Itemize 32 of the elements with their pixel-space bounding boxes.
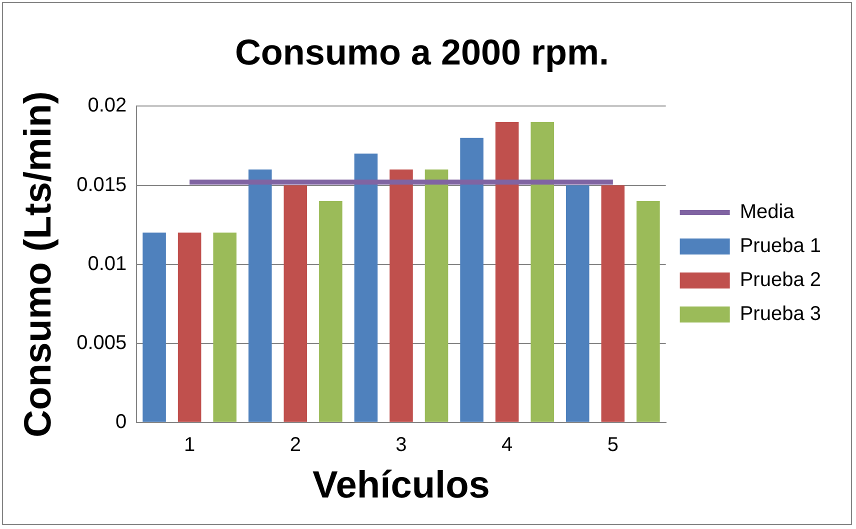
x-tick-label: 1 [184, 434, 196, 456]
y-tick-label: 0.005 [76, 332, 127, 354]
bar [284, 185, 308, 422]
y-tick-label: 0 [116, 410, 127, 433]
chart-title: Consumo a 2000 rpm. [234, 32, 610, 73]
x-tick-label: 2 [290, 434, 301, 456]
y-tick-label: 0.01 [88, 252, 127, 275]
bar [424, 169, 448, 422]
bar [142, 232, 166, 422]
x-axis-title: Vehículos [312, 464, 490, 507]
bar [248, 169, 272, 422]
bar [601, 185, 625, 422]
bar [390, 169, 413, 422]
legend-label: Prueba 2 [740, 269, 821, 292]
bar [354, 154, 378, 422]
y-tick-label: 0.015 [76, 174, 127, 196]
x-tick-label: 5 [607, 434, 618, 456]
y-axis-title: Consumo (Lts/min) [17, 91, 60, 438]
legend-label: Prueba 3 [740, 303, 821, 326]
bar [178, 232, 202, 422]
legend-label: Prueba 1 [740, 235, 821, 258]
bar [460, 138, 484, 422]
x-tick-label: 4 [502, 434, 513, 456]
bar [530, 122, 554, 422]
bar [636, 201, 660, 422]
bar [566, 185, 590, 422]
legend-label: Media [740, 201, 796, 224]
x-tick-label: 3 [396, 434, 407, 456]
y-tick-label: 0.02 [88, 94, 127, 117]
bar [495, 122, 519, 422]
bar [213, 232, 236, 422]
bar [319, 201, 342, 422]
